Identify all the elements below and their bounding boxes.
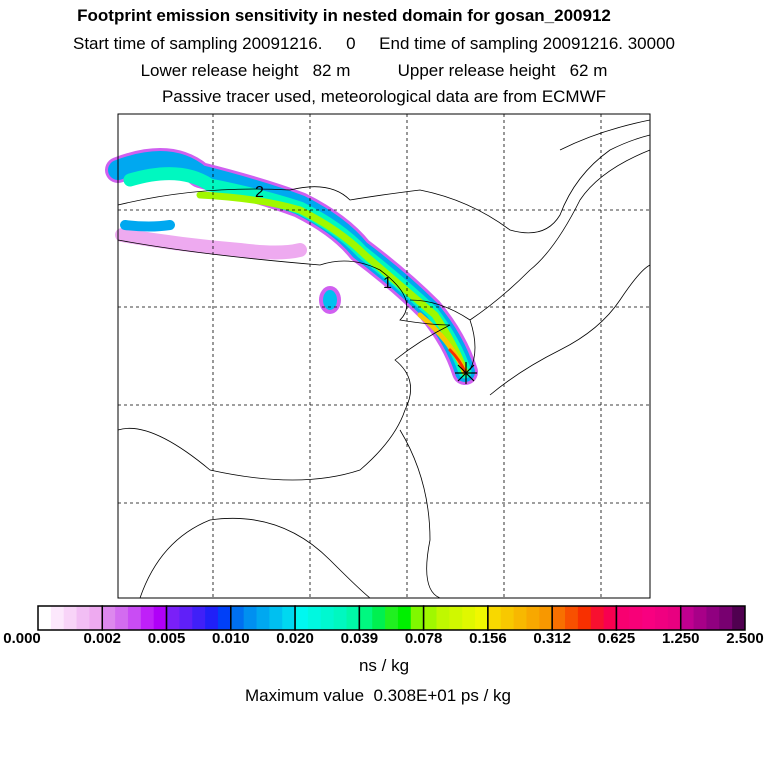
colorbar-swatch: [359, 606, 373, 630]
map-frame: [117, 113, 651, 599]
colorbar-tick-label: 0.020: [276, 630, 314, 647]
colorbar-swatch: [385, 606, 399, 630]
colorbar-tick-label: 0.078: [404, 630, 443, 647]
colorbar-swatch: [269, 606, 283, 630]
colorbar-swatch: [38, 606, 52, 630]
colorbar-swatch: [397, 606, 412, 630]
colorbar-swatch: [616, 606, 630, 630]
maximum-value: Maximum value 0.308E+01 ps / kg: [245, 686, 511, 705]
colorbar-swatch: [230, 606, 245, 630]
colorbar-tick-label: 1.250: [661, 630, 700, 647]
colorbar-swatch: [166, 606, 180, 630]
grid-lines: [118, 114, 650, 598]
colorbar-swatch: [76, 606, 90, 630]
colorbar-tick-label: 0.625: [597, 630, 636, 647]
star-icon: [455, 362, 477, 384]
colorbar-swatch: [590, 606, 605, 630]
colorbar-swatch: [307, 606, 322, 630]
coastlines: [117, 119, 651, 599]
colorbar-swatch: [140, 606, 155, 630]
colorbar-unit: ns / kg: [358, 656, 410, 675]
colorbar-swatch: [577, 606, 592, 630]
colorbar-swatch: [667, 606, 682, 630]
colorbar-swatch: [449, 606, 463, 630]
colorbar-swatch: [346, 606, 360, 630]
colorbar-swatch: [320, 606, 335, 630]
colorbar-swatch: [372, 606, 386, 630]
colorbar-swatch: [693, 606, 707, 630]
sampling-time: Start time of sampling 20091216. 0 End t…: [73, 34, 675, 53]
colorbar-swatch: [256, 606, 270, 630]
colorbar-swatch: [89, 606, 103, 630]
colorbar-swatch: [552, 606, 566, 630]
colorbar: [37, 605, 746, 631]
colorbar-swatch: [179, 606, 193, 630]
colorbar-swatch: [565, 606, 579, 630]
colorbar-tick-label: 0.156: [469, 630, 507, 647]
colorbar-swatch: [115, 606, 129, 630]
colorbar-swatch: [487, 606, 502, 630]
colorbar-tick-label: 0.005: [147, 630, 186, 647]
colorbar-swatch: [513, 606, 527, 630]
colorbar-swatch: [63, 606, 78, 630]
colorbar-swatch: [475, 606, 489, 630]
colorbar-swatch: [603, 606, 617, 630]
colorbar-swatch: [642, 606, 656, 630]
colorbar-swatch: [192, 606, 206, 630]
colorbar-swatch: [127, 606, 142, 630]
figure-title: Footprint emission sensitivity in nested…: [77, 6, 611, 25]
colorbar-swatch: [462, 606, 476, 630]
colorbar-swatch: [102, 606, 116, 630]
colorbar-segment: [679, 605, 746, 631]
colorbar-swatch: [732, 606, 746, 630]
colorbar-swatch: [423, 606, 437, 630]
trajectory-label: 1: [383, 275, 392, 292]
colorbar-swatch: [50, 606, 65, 630]
colorbar-swatch: [205, 606, 219, 630]
colorbar-swatch: [629, 606, 643, 630]
colorbar-swatch: [526, 606, 540, 630]
colorbar-tick-label: 0.039: [340, 630, 379, 647]
trajectory-label: 2: [255, 184, 264, 201]
colorbar-tick-label: 0.312: [533, 630, 571, 647]
colorbar-swatch: [333, 606, 348, 630]
colorbar-swatch: [282, 606, 296, 630]
colorbar-swatch: [719, 606, 733, 630]
colorbar-tick-label: 0.000: [3, 630, 41, 647]
colorbar-swatch: [295, 606, 309, 630]
colorbar-swatch: [500, 606, 515, 630]
colorbar-swatch: [680, 606, 695, 630]
colorbar-swatch: [655, 606, 669, 630]
colorbar-swatch: [153, 606, 168, 630]
colorbar-swatch: [436, 606, 450, 630]
release-height: Lower release height 82 m Upper release …: [140, 61, 608, 80]
colorbar-swatch: [410, 606, 425, 630]
colorbar-tick-label: 0.002: [83, 630, 122, 647]
colorbar-swatch: [217, 606, 232, 630]
colorbar-swatch: [539, 606, 553, 630]
plume: [105, 148, 478, 385]
colorbar-swatch: [243, 606, 258, 630]
colorbar-tick-label: 0.010: [212, 630, 250, 647]
colorbar-tick-label: 2.500: [726, 630, 764, 647]
tracer-info: Passive tracer used, meteorological data…: [161, 87, 607, 106]
colorbar-swatch: [706, 606, 720, 630]
